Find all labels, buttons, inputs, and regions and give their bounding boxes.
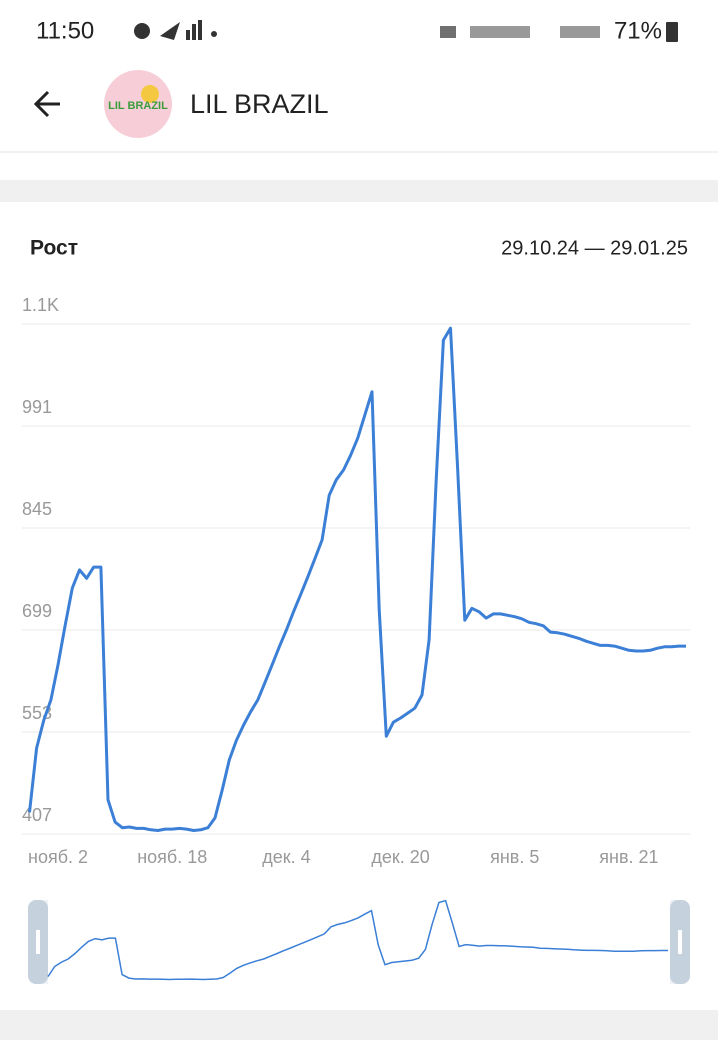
avatar-sun (141, 85, 159, 103)
separator (0, 1010, 718, 1040)
avatar-text: LIL BRAZIL (108, 100, 168, 112)
x-tick-label: янв. 5 (490, 847, 539, 867)
y-tick-label: 1.1K (22, 295, 59, 315)
navigator-line (47, 899, 668, 981)
y-tick-label: 699 (22, 601, 52, 621)
x-tick-label: дек. 20 (371, 847, 429, 867)
navigator-window[interactable] (48, 900, 670, 984)
navigator-chart (47, 899, 668, 981)
date-range[interactable]: 29.10.24 — 29.01.25 (501, 237, 688, 259)
card-title: Рост (30, 237, 78, 260)
data-line (28, 326, 686, 832)
handle-grip (36, 930, 40, 954)
status-icons (134, 20, 678, 42)
page-title: LIL BRAZIL (190, 89, 329, 119)
x-tick-label: нояб. 2 (28, 847, 88, 867)
x-tick-label: янв. 21 (599, 847, 658, 867)
x-tick-label: дек. 4 (262, 847, 310, 867)
handle-grip (678, 930, 682, 954)
y-tick-label: 845 (22, 499, 52, 519)
battery-percent: 71% (614, 17, 662, 44)
y-tick-label: 991 (22, 397, 52, 417)
separator (0, 180, 718, 202)
x-tick-label: нояб. 18 (137, 847, 207, 867)
status-time: 11:50 (36, 17, 94, 44)
y-tick-label: 407 (22, 805, 52, 825)
back-button[interactable] (33, 90, 60, 118)
